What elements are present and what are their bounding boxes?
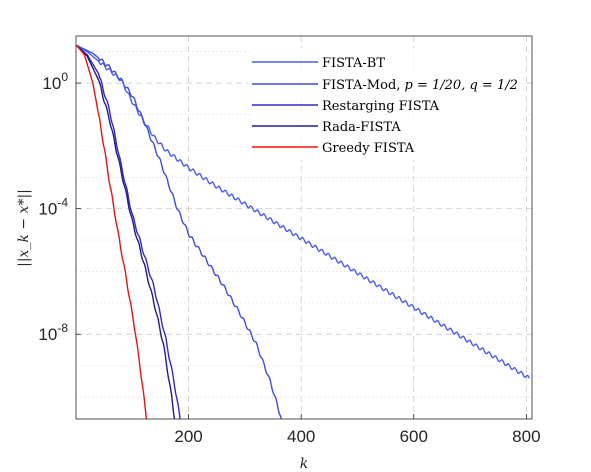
y-tick-label: 10-8 <box>38 321 68 344</box>
y-tick-label: 10-4 <box>38 196 68 219</box>
series-line-1 <box>76 44 283 420</box>
x-tick-label: 200 <box>174 427 202 446</box>
y-tick-label: 100 <box>42 70 68 93</box>
y-axis-label: ||x_k − x*|| <box>16 189 32 267</box>
x-tick-label: 600 <box>400 427 428 446</box>
x-axis-label: k <box>300 456 308 472</box>
x-tick-label: 400 <box>287 427 315 446</box>
legend-box <box>249 48 526 160</box>
legend-label-rada-fista: Rada-FISTA <box>322 120 401 135</box>
series-line-2 <box>76 44 181 420</box>
series-line-4 <box>76 44 148 420</box>
series-line-3 <box>76 44 176 420</box>
series-lines <box>76 44 530 420</box>
legend-label-restarting-fista: Restarging FISTA <box>322 99 440 114</box>
plot-frame <box>75 35 533 420</box>
legend: FISTA-BT FISTA-Mod, p = 1/20, q = 1/2 Re… <box>249 48 526 160</box>
axis-ticks: 200 400 600 800 100 10-4 10-8 <box>38 70 540 446</box>
legend-label-fista-mod: FISTA-Mod, p = 1/20, q = 1/2 <box>322 78 518 93</box>
series-line-0 <box>76 44 530 379</box>
x-tick-label: 800 <box>512 427 540 446</box>
legend-label-fista-bt: FISTA-BT <box>322 56 385 71</box>
legend-label-greedy-fista: Greedy FISTA <box>322 141 415 156</box>
legend-label-fista-mod-params: p = 1/20, q = 1/2 <box>405 78 518 93</box>
legend-label-fista-mod-prefix: FISTA-Mod, <box>322 78 405 93</box>
